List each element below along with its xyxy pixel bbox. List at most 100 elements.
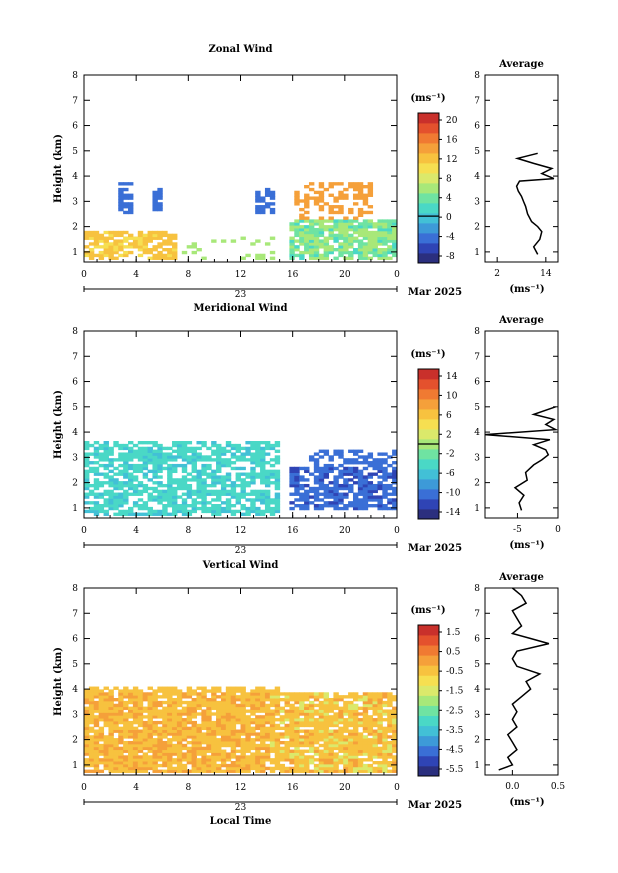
heatmap-cell [304, 185, 310, 189]
heatmap-cell [88, 492, 95, 496]
heatmap-cell [264, 749, 271, 753]
heatmap-cell [201, 455, 207, 459]
heatmap-cell [162, 461, 168, 465]
heatmap-cell [308, 501, 315, 505]
heatmap-cell [333, 486, 339, 491]
heatmap-cell [225, 718, 232, 722]
heatmap-cell [328, 715, 334, 719]
heatmap-cell [93, 746, 100, 751]
heatmap-cell [377, 723, 383, 728]
heatmap-cell [216, 700, 222, 705]
x-tick-label: 0 [81, 526, 87, 536]
heatmap-cell [206, 509, 212, 514]
heatmap-cell [220, 509, 227, 514]
heatmap-cell [294, 718, 300, 722]
heatmap-cell [333, 205, 339, 209]
heatmap-cell [304, 242, 310, 246]
heatmap-cell [128, 452, 134, 456]
heatmap-cell [186, 461, 193, 465]
heatmap-cell [362, 225, 369, 229]
heatmap-cell [191, 752, 197, 756]
heatmap-cell [245, 738, 251, 742]
x-tick-label: 8 [185, 783, 191, 793]
heatmap-cell [318, 455, 325, 459]
heatmap-cell [147, 469, 153, 474]
heatmap-cell [88, 466, 95, 471]
heatmap-cell [123, 718, 129, 722]
x-tick-label: 4 [133, 783, 139, 793]
heatmap-cell [318, 483, 325, 488]
heatmap-cell [216, 686, 222, 690]
heatmap-cell [318, 196, 325, 200]
heatmap-cell [308, 227, 315, 232]
heatmap-cell [357, 738, 364, 742]
heatmap-cell [225, 463, 232, 468]
heatmap-cell [294, 735, 300, 739]
heatmap-cell [186, 472, 193, 476]
heatmap-cell [167, 718, 173, 722]
heatmap-cell [167, 752, 173, 756]
heatmap-cell [338, 740, 344, 745]
heatmap-cell [260, 735, 266, 739]
heatmap-cell [387, 746, 393, 751]
heatmap-cell [137, 709, 144, 713]
heatmap-cell [260, 709, 266, 713]
heatmap-cell [352, 706, 359, 710]
heatmap-cell [162, 256, 168, 260]
heatmap-cell [147, 698, 153, 702]
heatmap-cell [108, 233, 114, 238]
heatmap-cell [357, 732, 364, 736]
heatmap-cell [392, 498, 398, 502]
heatmap-cell [264, 729, 271, 733]
heatmap-cell [225, 709, 232, 713]
heatmap-cell [260, 455, 266, 459]
heatmap-cell [142, 250, 149, 255]
heatmap-cell [128, 698, 134, 702]
heatmap-cell [313, 219, 320, 223]
heatmap-cell [299, 720, 305, 725]
heatmap-cell [103, 250, 109, 255]
heatmap-cell [382, 236, 388, 240]
heatmap-cell [113, 761, 119, 765]
heatmap-cell [93, 769, 100, 773]
colorbar-frame [417, 624, 440, 777]
heatmap-cell [240, 486, 246, 491]
heatmap-cell [147, 695, 153, 699]
heatmap-cell [299, 718, 305, 722]
heatmap-cell [328, 749, 334, 753]
heatmap-cell [216, 732, 222, 736]
heatmap-cell [338, 718, 344, 722]
heatmap-cell [230, 700, 237, 705]
colorbar-segment [418, 695, 439, 706]
heatmap-cell [260, 686, 266, 690]
heatmap-cell [269, 695, 276, 699]
heatmap-cell [387, 239, 393, 243]
heatmap-cell [255, 700, 261, 705]
heatmap-cell [201, 758, 207, 762]
heatmap-cell [343, 735, 349, 739]
heatmap-cell [274, 700, 281, 705]
heatmap-cell [157, 469, 163, 474]
heatmap-cell [118, 729, 124, 733]
heatmap-cell [357, 210, 364, 215]
heatmap-cell [250, 475, 256, 479]
heatmap-cell [235, 732, 241, 736]
heatmap-cell [240, 256, 246, 260]
heatmap-cell [333, 452, 339, 456]
heatmap-cell [372, 720, 378, 725]
heatmap-cell [328, 219, 334, 223]
heatmap-cell [108, 720, 114, 725]
heatmap-cell [118, 469, 124, 474]
heatmap-cell [387, 225, 393, 229]
heatmap-cell [152, 709, 158, 713]
heatmap-cell [206, 463, 212, 468]
heatmap-cell [318, 449, 325, 453]
heatmap-cell [181, 441, 188, 445]
heatmap-cell [260, 466, 266, 471]
heatmap-cell [157, 205, 163, 209]
x-tick-label: 16 [287, 270, 299, 280]
heatmap-cell [387, 712, 393, 716]
heatmap-cell [308, 248, 315, 252]
heatmap-cell [181, 720, 188, 725]
heatmap-cell [216, 452, 222, 456]
